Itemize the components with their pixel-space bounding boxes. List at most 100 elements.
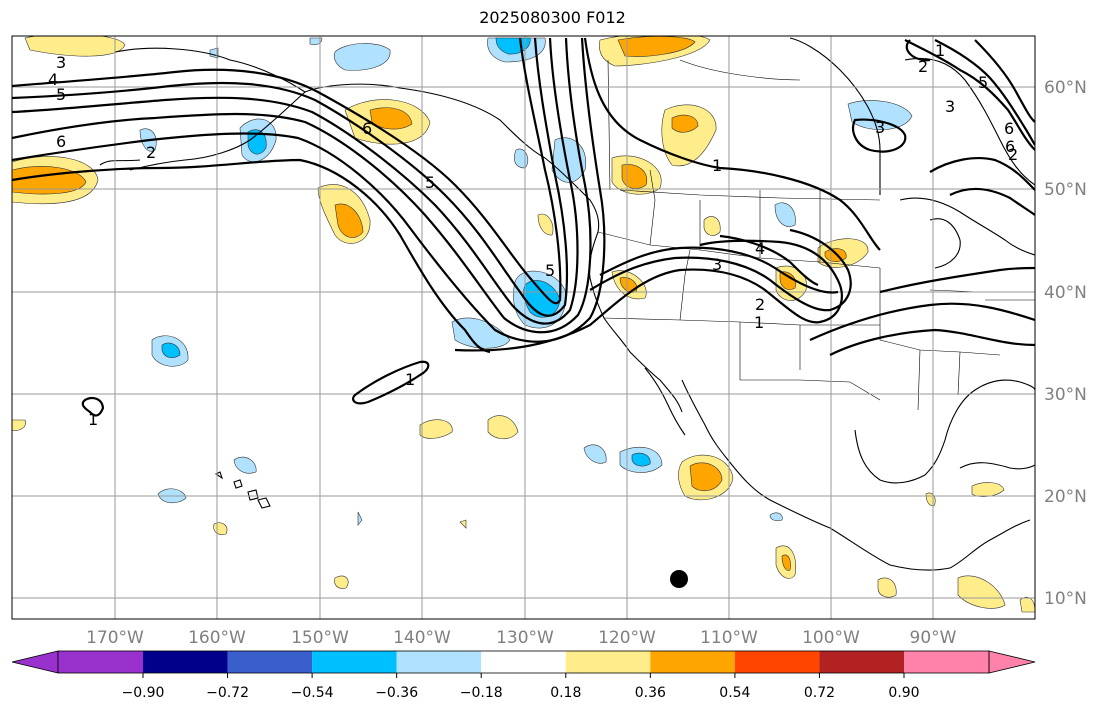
positive-anomaly-core xyxy=(779,271,796,290)
colorbar-segment xyxy=(650,651,735,673)
negative-anomaly-core xyxy=(161,342,181,359)
positive-anomaly-core xyxy=(617,36,696,57)
contour-lines xyxy=(12,37,1035,417)
contour-label: 1 xyxy=(405,370,415,389)
positive-anomaly-core xyxy=(334,203,364,238)
positive-anomaly xyxy=(419,419,453,439)
negative-anomaly xyxy=(334,43,391,71)
colorbar-segment xyxy=(565,651,651,673)
colorbar-segment xyxy=(312,651,397,673)
colorbar-segment xyxy=(58,651,143,673)
longitude-label: 90°W xyxy=(910,628,957,648)
contour-label: 5 xyxy=(978,73,988,92)
colorbar-tick-label: −0.18 xyxy=(460,685,503,701)
longitude-label: 110°W xyxy=(700,628,758,648)
positive-anomaly-core xyxy=(621,164,648,189)
latitude-axis: 60°N 50°N 40°N 30°N 20°N 10°N xyxy=(1044,78,1087,609)
contour-label: 1 xyxy=(935,41,945,60)
colorbar-tick-label: 0.36 xyxy=(635,685,666,701)
contour-label: 6 xyxy=(362,119,372,138)
colorbar-segment xyxy=(481,651,566,673)
longitude-label: 100°W xyxy=(802,628,860,648)
colorbar: −0.90 −0.72 −0.54 −0.36 −0.18 0.18 0.36 0.54 0.7… xyxy=(11,650,1036,701)
negative-anomaly xyxy=(847,100,913,131)
colorbar-segment xyxy=(819,651,904,673)
negative-anomaly xyxy=(357,511,363,526)
latitude-label: 20°N xyxy=(1044,487,1087,507)
colorbar-tick-label: 0.90 xyxy=(888,685,919,701)
positive-anomaly-core xyxy=(824,248,847,262)
contour-label: 2 xyxy=(146,143,156,162)
negative-anomaly xyxy=(583,444,607,464)
longitude-axis: 170°W 160°W 150°W 140°W 130°W 120°W 110°… xyxy=(86,628,957,648)
negative-anomaly xyxy=(451,317,511,349)
negative-anomaly xyxy=(769,512,783,522)
latitude-label: 10°N xyxy=(1044,589,1087,609)
latitude-label: 60°N xyxy=(1044,78,1087,98)
contour-label: 3 xyxy=(712,255,722,274)
contour-label: 5 xyxy=(545,261,555,280)
positive-anomaly xyxy=(487,415,519,440)
contour-label: 2 xyxy=(918,57,928,76)
contour-label: 3 xyxy=(875,118,885,137)
contour-label: 6 xyxy=(56,132,66,151)
positive-anomaly xyxy=(459,519,467,529)
positive-anomaly xyxy=(24,36,126,57)
colorbar-outline xyxy=(57,650,990,674)
longitude-label: 150°W xyxy=(291,628,349,648)
contour-label: 6 xyxy=(1004,119,1014,138)
colorbar-segment xyxy=(396,651,482,673)
map-title: 2025080300 F012 xyxy=(479,8,626,27)
contour-label: 1 xyxy=(754,313,764,332)
contour-label-group: 3 4 5 6 2 5 6 1 5 4 3 2 1 6 5 1 1 2 3 3 … xyxy=(48,41,1018,429)
colorbar-segment xyxy=(143,651,228,673)
state-borders xyxy=(597,59,1035,411)
positive-anomaly xyxy=(334,575,349,589)
negative-anomaly xyxy=(233,456,257,474)
colorbar-segment xyxy=(734,651,820,673)
contour-label: 3 xyxy=(56,53,66,72)
contour-label: 5 xyxy=(425,173,435,192)
contour-label: 2 xyxy=(755,295,765,314)
colorbar-tick-label: 0.18 xyxy=(550,685,581,701)
colorbar-tick-label: 0.72 xyxy=(804,685,835,701)
positive-anomaly-core xyxy=(689,462,723,492)
latitude-label: 40°N xyxy=(1044,283,1087,303)
colorbar-tick-label: −0.54 xyxy=(291,685,334,701)
contour-label: 4 xyxy=(755,239,765,258)
colorbar-tick-label: −0.36 xyxy=(375,685,418,701)
colorbar-tick-label: 0.54 xyxy=(719,685,750,701)
positive-anomaly xyxy=(703,216,721,236)
contour-label: 1 xyxy=(88,410,98,429)
longitude-label: 170°W xyxy=(86,628,144,648)
longitude-label: 140°W xyxy=(393,628,451,648)
colorbar-extend-low xyxy=(11,650,59,674)
longitude-label: 120°W xyxy=(598,628,656,648)
contour-label: 2 xyxy=(1008,145,1018,164)
positive-anomaly xyxy=(877,577,897,598)
contour-label: 3 xyxy=(945,97,955,116)
contour-label: 5 xyxy=(56,85,66,104)
shaded-anomalies xyxy=(12,36,1035,613)
contour-label: 1 xyxy=(712,156,722,175)
colorbar-tick-label: −0.72 xyxy=(206,685,249,701)
positive-anomaly xyxy=(957,575,1006,609)
negative-anomaly xyxy=(774,202,796,227)
location-marker xyxy=(670,570,688,588)
positive-anomaly-core xyxy=(671,114,699,133)
negative-anomaly-core xyxy=(631,452,651,467)
contour-label: 4 xyxy=(48,70,58,89)
negative-anomaly xyxy=(309,37,323,46)
map-frame xyxy=(11,35,1036,620)
map-background xyxy=(12,36,1035,619)
contour-label: 6 xyxy=(1005,137,1015,156)
colorbar-extend-high xyxy=(988,650,1036,674)
gridlines xyxy=(12,36,1035,619)
latitude-label: 50°N xyxy=(1044,180,1087,200)
longitude-label: 130°W xyxy=(496,628,554,648)
longitude-label: 160°W xyxy=(188,628,246,648)
negative-anomaly-core xyxy=(247,129,267,155)
latitude-label: 30°N xyxy=(1044,385,1087,405)
positive-anomaly-core xyxy=(781,554,791,571)
